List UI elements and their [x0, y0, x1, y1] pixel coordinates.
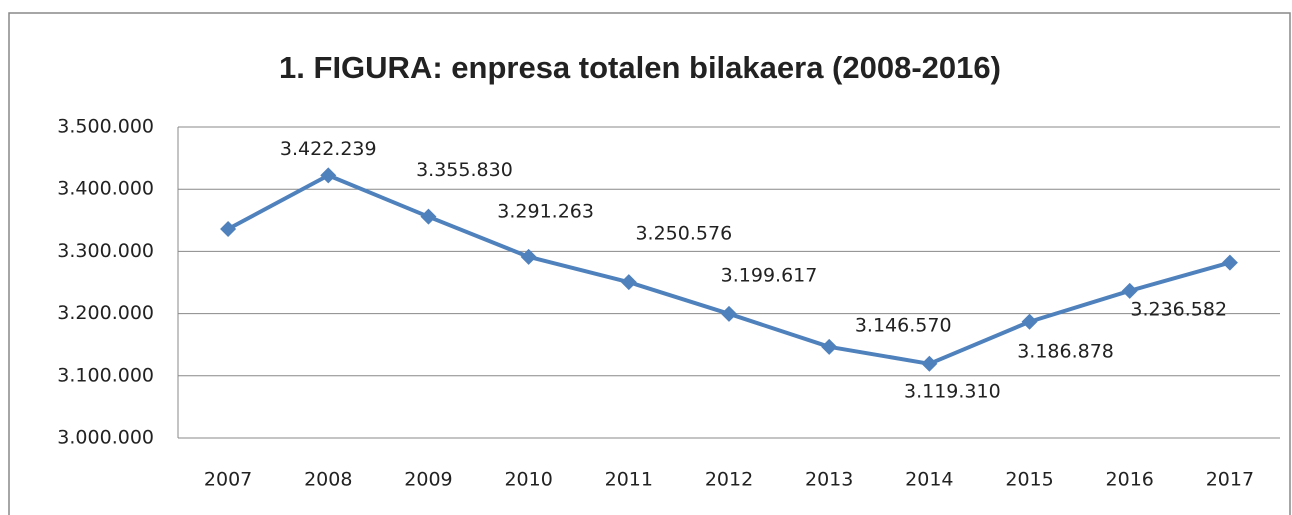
x-tick-label: 2011: [605, 469, 653, 491]
x-tick-label: 2008: [304, 469, 352, 491]
point: [921, 355, 938, 372]
point: [721, 305, 737, 322]
y-tick-label: 3.400.000: [57, 178, 154, 200]
y-tick-label: 3.100.000: [57, 364, 154, 386]
data-label: 3.186.878: [1017, 340, 1114, 362]
x-tick-label: 2014: [905, 469, 953, 491]
x-tick-label: 2009: [404, 469, 452, 491]
data-label: 3.146.570: [855, 314, 952, 336]
chart-frame: [8, 12, 1291, 515]
y-tick-label: 3.000.000: [57, 427, 154, 449]
x-tick-label: 2007: [204, 469, 252, 491]
data-label: 3.119.310: [904, 380, 1001, 402]
point: [520, 248, 537, 265]
point: [1021, 313, 1038, 330]
point: [420, 208, 437, 225]
x-tick-label: 2010: [504, 469, 552, 491]
data-label: 3.199.617: [721, 264, 818, 286]
point: [620, 274, 637, 291]
x-tick-label: 2017: [1206, 469, 1254, 491]
data-label: 3.236.582: [1130, 298, 1227, 320]
x-tick-label: 2016: [1106, 469, 1154, 491]
y-tick-label: 3.200.000: [57, 302, 154, 324]
data-label: 3.250.576: [635, 223, 732, 245]
point: [1121, 282, 1138, 299]
data-label: 3.422.239: [280, 138, 377, 160]
data-label: 3.291.263: [497, 200, 594, 222]
chart-title: 1. FIGURA: enpresa totalen bilakaera (20…: [279, 50, 1001, 85]
point: [220, 221, 237, 238]
x-tick-label: 2013: [805, 469, 853, 491]
x-tick-label: 2012: [705, 469, 753, 491]
point: [821, 338, 838, 355]
x-tick-label: 2015: [1005, 469, 1053, 491]
point: [1221, 254, 1238, 271]
y-tick-label: 3.500.000: [57, 116, 154, 138]
point: [320, 167, 337, 184]
y-tick-label: 3.300.000: [57, 240, 154, 262]
data-label: 3.355.830: [416, 159, 513, 181]
